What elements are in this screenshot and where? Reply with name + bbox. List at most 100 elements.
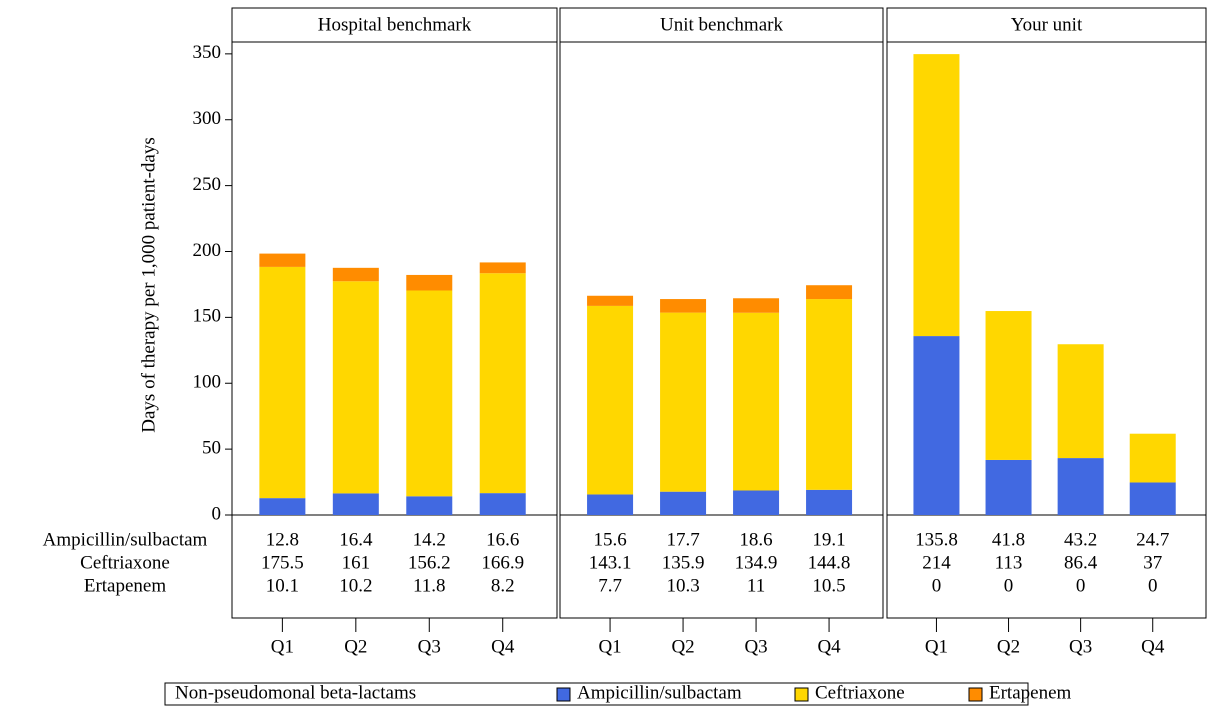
table-value: 41.8 (992, 529, 1025, 550)
table-value: 43.2 (1064, 529, 1097, 550)
table-value: 12.8 (266, 529, 299, 550)
bar-segment (806, 285, 853, 300)
table-value: 8.2 (491, 575, 515, 596)
table-value: 14.2 (413, 529, 446, 550)
legend-swatch (968, 687, 983, 702)
table-value: 0 (932, 575, 942, 596)
table-value: 11 (747, 575, 765, 596)
panel-title: Your unit (1011, 14, 1083, 35)
table-value: 15.6 (593, 529, 626, 550)
table-value: 19.1 (812, 529, 845, 550)
bar-segment (587, 295, 634, 306)
panel-title: Unit benchmark (660, 14, 783, 35)
bar-segment (733, 490, 780, 515)
bar-segment (406, 274, 453, 291)
table-value: 10.3 (666, 575, 699, 596)
bar-segment (1129, 482, 1176, 515)
bar-segment (332, 281, 379, 494)
y-tick-label: 100 (193, 372, 222, 393)
y-tick-label: 250 (193, 174, 222, 195)
table-value: 86.4 (1064, 552, 1098, 573)
row-label: Ampicillin/sulbactam (43, 529, 208, 550)
table-value: 175.5 (261, 552, 304, 573)
row-label: Ertapenem (84, 575, 167, 596)
bar-segment (660, 299, 707, 313)
table-value: 18.6 (739, 529, 772, 550)
bar-segment (806, 489, 853, 515)
bar-segment (259, 253, 306, 267)
table-value: 156.2 (408, 552, 451, 573)
y-tick-label: 350 (193, 42, 222, 63)
table-value: 16.4 (339, 529, 373, 550)
x-tick-label: Q2 (997, 636, 1020, 657)
panel-frame (231, 7, 558, 619)
legend-box (164, 682, 1029, 706)
legend-swatch (794, 687, 809, 702)
panel-title: Hospital benchmark (318, 14, 472, 35)
bar-segment (332, 267, 379, 282)
x-tick-label: Q1 (271, 636, 294, 657)
legend-label: Ertapenem (989, 682, 1072, 703)
bar-segment (332, 493, 379, 515)
bar-segment (660, 312, 707, 492)
row-label: Ceftriaxone (80, 552, 170, 573)
bar-segment (1057, 344, 1104, 459)
bar-segment (985, 459, 1032, 515)
table-value: 144.8 (808, 552, 851, 573)
legend-label: Ceftriaxone (815, 682, 905, 703)
bar-segment (587, 305, 634, 495)
x-tick-label: Q4 (491, 636, 515, 657)
x-tick-label: Q3 (418, 636, 441, 657)
legend-label: Ampicillin/sulbactam (577, 682, 742, 703)
bar-segment (1129, 433, 1176, 483)
y-axis-label: Days of therapy per 1,000 patient-days (138, 137, 159, 432)
bar-segment (479, 273, 526, 494)
y-tick-label: 300 (193, 108, 222, 129)
x-tick-label: Q3 (1069, 636, 1092, 657)
table-value: 24.7 (1136, 529, 1169, 550)
y-tick-label: 200 (193, 240, 222, 261)
y-tick-label: 150 (193, 306, 222, 327)
bar-segment (406, 496, 453, 515)
table-value: 17.7 (666, 529, 699, 550)
table-value: 16.6 (486, 529, 519, 550)
table-value: 134.9 (735, 552, 778, 573)
x-tick-label: Q4 (817, 636, 841, 657)
legend-title: Non-pseudomonal beta-lactams (175, 682, 416, 703)
legend-swatch (556, 687, 571, 702)
bar-segment (985, 311, 1032, 460)
table-value: 113 (995, 552, 1023, 573)
bar-segment (587, 494, 634, 515)
x-tick-label: Q2 (671, 636, 694, 657)
table-value: 0 (1148, 575, 1158, 596)
table-value: 0 (1076, 575, 1086, 596)
bar-segment (806, 299, 853, 490)
bar-segment (1057, 458, 1104, 515)
y-tick-label: 0 (212, 503, 222, 524)
table-value: 161 (342, 552, 371, 573)
table-value: 135.8 (915, 529, 958, 550)
bar-segment (259, 498, 306, 515)
bar-segment (479, 493, 526, 515)
table-value: 10.5 (812, 575, 845, 596)
bar-segment (733, 312, 780, 491)
bar-segment (913, 54, 960, 337)
bar-segment (913, 336, 960, 515)
bar-segment (733, 298, 780, 313)
x-tick-label: Q2 (344, 636, 367, 657)
x-tick-label: Q3 (744, 636, 767, 657)
bar-segment (406, 290, 453, 497)
bar-segment (660, 491, 707, 515)
table-value: 166.9 (481, 552, 524, 573)
x-tick-label: Q4 (1141, 636, 1165, 657)
table-value: 11.8 (413, 575, 446, 596)
bar-segment (259, 266, 306, 499)
table-value: 214 (922, 552, 951, 573)
table-value: 143.1 (589, 552, 632, 573)
table-value: 7.7 (598, 575, 622, 596)
table-value: 10.2 (339, 575, 372, 596)
x-tick-label: Q1 (925, 636, 948, 657)
panel-frame (886, 7, 1207, 619)
x-tick-label: Q1 (598, 636, 621, 657)
